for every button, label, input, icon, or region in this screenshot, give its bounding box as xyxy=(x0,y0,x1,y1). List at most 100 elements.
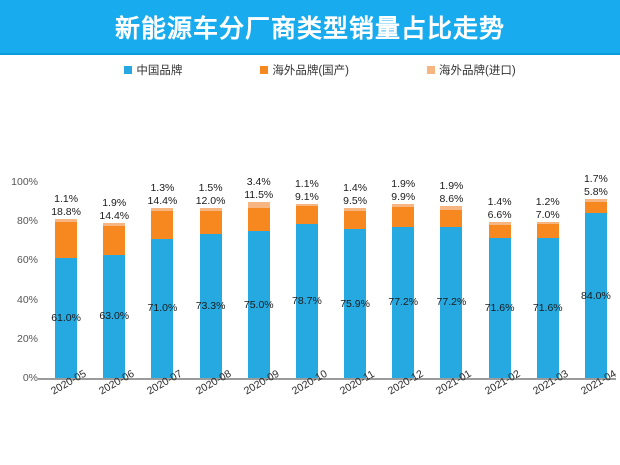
legend-item-china[interactable]: 中国品牌 xyxy=(124,62,182,78)
bar-value-label-overseas-import: 1.9% xyxy=(102,196,127,209)
bar-segment-overseas-import[interactable] xyxy=(295,203,318,206)
x-axis-tick-mark xyxy=(403,378,405,382)
bar-segment-overseas-domestic[interactable] xyxy=(295,205,318,224)
stacked-bar[interactable] xyxy=(536,221,559,378)
bar-value-label-overseas-domestic: 8.6% xyxy=(439,193,464,206)
stacked-bar[interactable] xyxy=(392,203,415,378)
bar-segment-overseas-domestic[interactable] xyxy=(55,221,78,259)
bar-value-label-overseas-domestic: 14.4% xyxy=(99,209,130,222)
stacked-bar[interactable] xyxy=(199,207,222,378)
bar-value-label-china: 84.0% xyxy=(581,289,611,302)
bar-segment-overseas-import[interactable] xyxy=(488,222,511,225)
legend-item-overseas-domestic[interactable]: 海外品牌(国产) xyxy=(260,62,349,78)
bar-segment-overseas-domestic[interactable] xyxy=(440,209,463,227)
bar-value-label-china: 75.9% xyxy=(340,297,370,310)
y-axis-tick-label: 0% xyxy=(22,372,38,384)
x-axis-tick-mark xyxy=(451,378,453,382)
legend-swatch-icon xyxy=(124,66,133,74)
bar-segment-china[interactable] xyxy=(55,258,78,378)
stacked-bar[interactable] xyxy=(344,207,367,378)
bar-segment-overseas-import[interactable] xyxy=(199,207,222,211)
bar-segment-china[interactable] xyxy=(536,237,559,378)
bar-segment-china[interactable] xyxy=(584,213,607,378)
bar-segment-overseas-domestic[interactable] xyxy=(151,210,174,239)
bar-segment-overseas-domestic[interactable] xyxy=(536,223,559,238)
stacked-bar[interactable] xyxy=(440,206,463,378)
stacked-bar[interactable] xyxy=(488,222,511,378)
bar-segment-china[interactable] xyxy=(151,238,174,378)
bar-value-label-overseas-domestic: 5.8% xyxy=(583,185,608,198)
bar-segment-china[interactable] xyxy=(440,226,463,378)
bar-value-label-overseas-domestic: 9.5% xyxy=(343,194,368,207)
bar-segment-overseas-import[interactable] xyxy=(392,203,415,208)
bar-segment-china[interactable] xyxy=(488,237,511,378)
x-axis-labels: 2020-05 2020-06 2020-07 2020-08 2020-09 2020-… xyxy=(38,368,618,441)
bar-segment-overseas-import[interactable] xyxy=(440,206,463,210)
bar-value-label-china: 75.0% xyxy=(243,298,274,311)
bar-segment-china[interactable] xyxy=(392,226,415,378)
chart-title-banner: 新能源车分厂商类型销量占比走势 xyxy=(0,0,620,55)
bar-value-label-overseas-import: 1.3% xyxy=(150,182,175,195)
bar-segment-overseas-domestic[interactable] xyxy=(392,207,415,227)
bar-series-container: 1.1% 18.8% 61.0% 1.9% 14.4% 63.0% 1.3% 14.4% 71.… xyxy=(38,85,616,382)
x-axis-tick-mark xyxy=(114,378,116,382)
bar-value-label-overseas-domestic: 9.9% xyxy=(391,190,416,203)
bar-segment-overseas-import[interactable] xyxy=(103,222,126,227)
bar-segment-china[interactable] xyxy=(295,223,318,378)
y-axis-tick-label: 40% xyxy=(16,293,38,306)
bar-segment-overseas-import[interactable] xyxy=(55,219,78,222)
bar-value-label-overseas-domestic: 6.6% xyxy=(487,208,512,221)
y-axis-tick-label: 20% xyxy=(16,332,38,345)
bar-value-label-china: 71.6% xyxy=(484,301,515,314)
bar-value-label-overseas-import: 3.4% xyxy=(246,175,271,188)
x-axis-tick-mark xyxy=(258,378,260,382)
bar-segment-china[interactable] xyxy=(103,254,126,378)
x-axis-tick-mark xyxy=(499,378,501,382)
bar-segment-overseas-domestic[interactable] xyxy=(344,210,367,230)
page-title: 新能源车分厂商类型销量占比走势 xyxy=(114,14,505,43)
stacked-bar[interactable] xyxy=(584,198,607,378)
bar-segment-china[interactable] xyxy=(344,229,367,378)
legend-swatch-icon xyxy=(260,66,269,74)
bar-segment-overseas-import[interactable] xyxy=(344,207,367,211)
x-axis-line xyxy=(38,378,616,380)
legend-item-label: 海外品牌(国产) xyxy=(272,65,349,77)
bar-value-label-china: 77.2% xyxy=(388,296,419,309)
bar-value-label-overseas-domestic: 7.0% xyxy=(535,208,560,221)
legend-swatch-icon xyxy=(427,66,435,74)
bar-segment-overseas-domestic[interactable] xyxy=(103,226,126,255)
bar-segment-china[interactable] xyxy=(247,231,270,378)
stacked-bar[interactable] xyxy=(295,203,318,378)
bar-value-label-overseas-import: 1.7% xyxy=(583,172,608,185)
bar-segment-overseas-domestic[interactable] xyxy=(247,208,270,231)
chart-legend: 中国品牌 海外品牌(国产) 海外品牌(进口) xyxy=(0,60,620,80)
bar-value-label-overseas-domestic: 18.8% xyxy=(51,206,81,219)
x-axis-tick-mark xyxy=(162,378,164,382)
bar-segment-overseas-domestic[interactable] xyxy=(199,210,222,235)
x-axis-tick-mark xyxy=(595,378,597,382)
bar-segment-overseas-domestic[interactable] xyxy=(488,224,511,238)
y-axis-tick-label: 60% xyxy=(16,254,38,267)
bar-segment-overseas-import[interactable] xyxy=(151,208,174,211)
legend-item-label: 海外品牌(进口) xyxy=(439,65,516,77)
bar-value-label-china: 61.0% xyxy=(51,312,81,325)
bar-value-label-china: 71.0% xyxy=(147,302,178,315)
legend-item-overseas-import[interactable]: 海外品牌(进口) xyxy=(427,62,516,78)
stacked-bar[interactable] xyxy=(103,222,126,378)
y-axis-tick-label: 80% xyxy=(16,215,38,228)
bar-segment-overseas-import[interactable] xyxy=(584,198,607,203)
bar-value-label-overseas-import: 1.1% xyxy=(294,177,319,190)
bar-value-label-overseas-domestic: 14.4% xyxy=(147,195,178,208)
stacked-bar[interactable] xyxy=(247,201,270,378)
stacked-bar[interactable] xyxy=(151,208,174,378)
bar-segment-china[interactable] xyxy=(199,234,222,378)
bar-segment-overseas-domestic[interactable] xyxy=(584,202,607,214)
bar-segment-overseas-import[interactable] xyxy=(247,201,270,209)
bar-value-label-overseas-import: 1.4% xyxy=(487,195,512,208)
bar-value-label-china: 78.7% xyxy=(292,294,322,307)
x-axis-tick-mark xyxy=(306,378,308,382)
stacked-bar[interactable] xyxy=(55,219,78,378)
y-axis-tick-label: 100% xyxy=(11,176,38,188)
y-axis: 0% 20% 40% 60% 80% 100% xyxy=(0,85,38,385)
bar-segment-overseas-import[interactable] xyxy=(536,221,559,224)
